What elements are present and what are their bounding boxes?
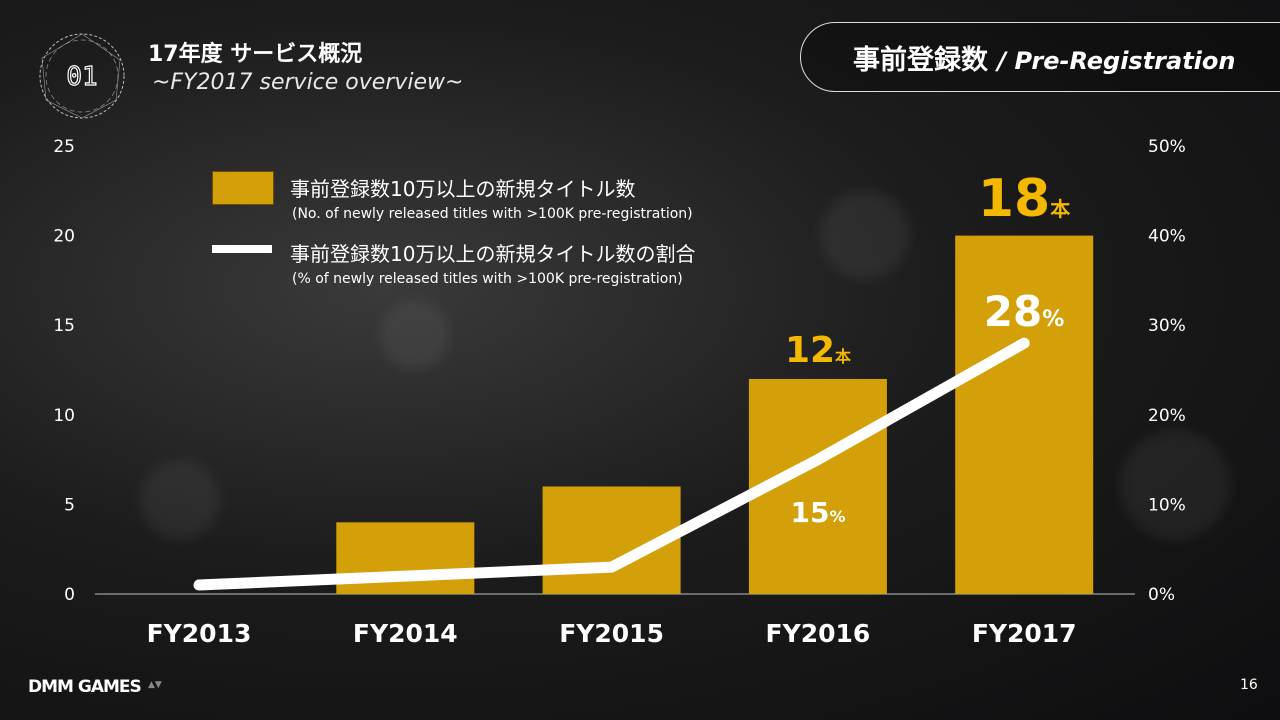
left-axis-tick: 15 — [53, 316, 75, 336]
bokeh — [380, 300, 450, 370]
legend-line-swatch — [212, 245, 272, 253]
data-label-bar-FY2017: 18本 — [978, 169, 1070, 229]
brand-logo: DMM GAMES — [28, 677, 142, 697]
x-axis-tick: FY2015 — [559, 619, 664, 648]
section-logo: 01 — [39, 33, 125, 119]
x-axis-tick: FY2016 — [766, 619, 871, 648]
bar-FY2017 — [955, 235, 1094, 594]
legend-line-sublabel: (% of newly released titles with >100K p… — [292, 271, 683, 287]
left-axis-tick: 10 — [53, 406, 75, 426]
bokeh — [1120, 430, 1230, 540]
section-number: 01 — [66, 62, 97, 92]
page-number: 16 — [1240, 677, 1258, 693]
data-label-bar-FY2016: 12本 — [785, 330, 851, 371]
data-label-line-FY2017: 28% — [984, 287, 1065, 336]
x-axis-tick: FY2014 — [353, 619, 458, 648]
x-axis-tick: FY2017 — [972, 619, 1077, 648]
legend-line-label: 事前登録数10万以上の新規タイトル数の割合 — [290, 242, 696, 266]
badge-jp: 事前登録数 — [853, 45, 988, 76]
badge-en: / Pre-Registration — [997, 47, 1236, 75]
left-axis-tick: 0 — [64, 585, 75, 605]
right-axis-tick: 50% — [1148, 137, 1186, 157]
legend-bar-label: 事前登録数10万以上の新規タイトル数 — [290, 177, 636, 201]
page-title: 17年度 サービス概況 — [148, 42, 363, 67]
brand-mark-icon: ▲▼ — [148, 680, 162, 690]
bokeh — [140, 460, 220, 540]
legend-bar-sublabel: (No. of newly released titles with >100K… — [292, 206, 693, 222]
right-axis-tick: 10% — [1148, 495, 1186, 515]
right-axis-tick: 30% — [1148, 316, 1186, 336]
section-badge — [800, 22, 1280, 92]
left-axis-tick: 25 — [53, 137, 75, 157]
bokeh — [820, 190, 910, 280]
data-label-line-FY2016: 15% — [791, 496, 846, 529]
x-axis-tick: FY2013 — [147, 619, 252, 648]
section-badge-label: 事前登録数 / Pre-Registration — [853, 38, 1235, 77]
legend-bar-swatch — [212, 171, 274, 205]
right-axis-tick: 40% — [1148, 227, 1186, 247]
right-axis-tick: 20% — [1148, 406, 1186, 426]
page-subtitle: ~FY2017 service overview~ — [152, 70, 464, 95]
right-axis-tick: 0% — [1148, 585, 1175, 605]
left-axis-tick: 5 — [64, 495, 75, 515]
left-axis-tick: 20 — [53, 227, 75, 247]
